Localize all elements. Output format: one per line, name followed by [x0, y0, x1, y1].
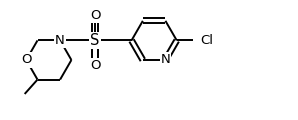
Text: N: N [161, 54, 170, 66]
Text: O: O [21, 54, 32, 66]
Text: O: O [90, 9, 100, 22]
Text: Cl: Cl [200, 34, 213, 47]
Text: N: N [55, 34, 65, 47]
Text: S: S [90, 33, 100, 48]
Text: O: O [90, 59, 100, 72]
